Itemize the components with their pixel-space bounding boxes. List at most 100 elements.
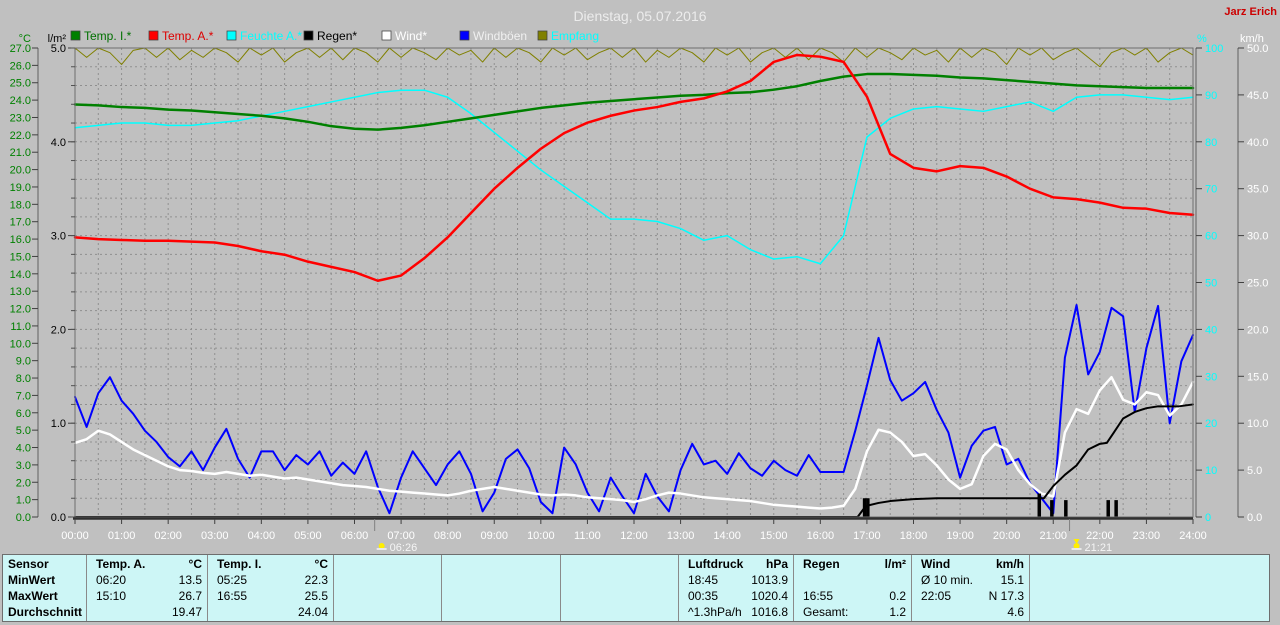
axis-label-temp: 17.0 xyxy=(10,217,31,229)
stats-empty-column xyxy=(334,555,442,621)
chart-grid xyxy=(75,48,1193,517)
axis-label-temp: 11.0 xyxy=(10,321,31,333)
chart-author: Jarz Erich xyxy=(1224,6,1277,18)
x-axis-label: 20:00 xyxy=(993,530,1021,542)
stats-group-header: Temp. A. °C xyxy=(96,557,202,571)
legend-item-empfang: Empfang xyxy=(537,29,599,43)
stats-row-label: Sensor xyxy=(8,557,49,571)
axis-label-wind: 50.0 xyxy=(1247,43,1268,55)
annotation-label: 06:26 xyxy=(390,542,418,554)
stats-value-row: 00:35 1020.4 xyxy=(688,589,788,603)
axis-label-temp: 20.0 xyxy=(10,165,31,177)
x-axis-label: 17:00 xyxy=(853,530,881,542)
stats-empty-column xyxy=(561,555,679,621)
axis-label-rain: 1.0 xyxy=(51,418,66,430)
stats-group-regen: Regen l/m² 16:55 0.2 Gesamt: 1.2 xyxy=(794,555,912,621)
axis-label-rain: 3.0 xyxy=(51,231,66,243)
x-axis-label: 05:00 xyxy=(294,530,322,542)
x-axis-label: 14:00 xyxy=(713,530,741,542)
axis-label-humidity: 80 xyxy=(1205,137,1217,149)
axis-label-temp: 1.0 xyxy=(16,495,31,507)
x-axis-label: 03:00 xyxy=(201,530,229,542)
axis-label-temp: 19.0 xyxy=(10,182,31,194)
x-axis-label: 16:00 xyxy=(807,530,835,542)
axis-label-temp: 22.0 xyxy=(10,130,31,142)
axis-label-humidity: 90 xyxy=(1205,90,1217,102)
chart-title: Dienstag, 05.07.2016 xyxy=(573,8,706,24)
stats-value-row: 15:10 26.7 xyxy=(96,589,202,603)
legend-item-wind: Wind* xyxy=(381,29,427,43)
feuchte-a-swatch-icon xyxy=(226,30,237,41)
stats-value-row: 22:05 N 17.3 xyxy=(921,589,1024,603)
axis-label-temp: 7.0 xyxy=(16,390,31,402)
series-temp-a-line xyxy=(73,53,1195,283)
x-axis-label: 18:00 xyxy=(900,530,928,542)
chart-annotations: 06:26 21:21 xyxy=(374,519,1113,554)
series-feuchte-a-line xyxy=(74,89,1194,265)
stats-value-row xyxy=(794,572,911,588)
chart-series xyxy=(73,47,1195,518)
stats-value-row: Ø 10 min. 15.1 xyxy=(921,573,1024,587)
axis-label-wind: 0.0 xyxy=(1247,512,1262,524)
axis-label-humidity: 60 xyxy=(1205,231,1217,243)
stats-value-row: 18:45 1013.9 xyxy=(688,573,788,587)
x-axis-label: 19:00 xyxy=(946,530,974,542)
axis-label-humidity: 30 xyxy=(1205,371,1217,383)
annotation-label: 21:21 xyxy=(1085,542,1113,554)
axis-label-humidity: 10 xyxy=(1205,465,1217,477)
stats-value-row: 19.47 xyxy=(171,605,202,619)
axis-label-rain: 5.0 xyxy=(51,43,66,55)
axis-label-wind: 20.0 xyxy=(1247,324,1268,336)
axis-label-temp: 0.0 xyxy=(16,512,31,524)
legend-label-temp-i: Temp. I.* xyxy=(84,29,132,43)
sunset-icon xyxy=(1071,539,1082,550)
axis-label-rain: 0.0 xyxy=(51,512,66,524)
series-empfang-line xyxy=(74,47,1194,518)
windboeen-swatch-icon xyxy=(459,30,470,41)
stats-value-row: ^1.3hPa/h 1016.8 xyxy=(688,605,788,619)
axis-label-temp: 24.0 xyxy=(10,95,31,107)
stats-group-temp-a-: Temp. A. °C 06:20 13.5 15:10 26.7 19.47 xyxy=(87,555,208,621)
axis-label-wind: 45.0 xyxy=(1247,90,1268,102)
sunset-sun xyxy=(1073,543,1080,549)
stats-group-header: Regen l/m² xyxy=(803,557,906,571)
series-regen-summe-line xyxy=(74,403,1194,518)
stats-value-row: 16:55 25.5 xyxy=(217,589,328,603)
axis-label-humidity: 70 xyxy=(1205,184,1217,196)
axis-label-humidity: 100 xyxy=(1205,43,1223,55)
axis-label-temp: 26.0 xyxy=(10,60,31,72)
stats-value-row: 06:20 13.5 xyxy=(96,573,202,587)
stats-group-wind: Wind km/h Ø 10 min. 15.1 22:05 N 17.3 4.6 xyxy=(912,555,1030,621)
series-temp-i-line xyxy=(73,72,1195,131)
x-axis-label: 15:00 xyxy=(760,530,788,542)
stats-group-temp-i-: Temp. I. °C 05:25 22.3 16:55 25.5 24.04 xyxy=(208,555,334,621)
axis-label-temp: 21.0 xyxy=(10,147,31,159)
weather-chart: 0.0 1.0 2.0 3.0 4.0 5.0 6.0 7.0 8.0 9.0 10.0 11.0 12… xyxy=(10,6,1278,554)
x-axis-label: 01:00 xyxy=(108,530,136,542)
stats-empty-column xyxy=(442,555,561,621)
legend-item-temp-a: Temp. A.* xyxy=(148,29,214,43)
stats-row-label: MinWert xyxy=(8,573,56,587)
wind-swatch-icon xyxy=(381,30,392,41)
axis-label-temp: 12.0 xyxy=(10,304,31,316)
axis-label-wind: 25.0 xyxy=(1247,278,1268,290)
stats-empty-column xyxy=(1030,555,1269,621)
x-axis-label: 00:00 xyxy=(61,530,89,542)
legend-item-regen: Regen* xyxy=(303,29,357,43)
axis-label-rain: 2.0 xyxy=(51,324,66,336)
axis-label-temp: 14.0 xyxy=(10,269,31,281)
axis-label-wind: 35.0 xyxy=(1247,184,1268,196)
temp-i-swatch-icon xyxy=(70,30,81,41)
axis-label-temp: 5.0 xyxy=(16,425,31,437)
legend-label-windboeen: Windböen xyxy=(473,29,527,43)
axis-label-wind: 40.0 xyxy=(1247,137,1268,149)
series-windboeen-line xyxy=(74,304,1194,515)
sunrise-icon xyxy=(376,543,387,550)
x-axis-label: 22:00 xyxy=(1086,530,1114,542)
stats-value-row: 24.04 xyxy=(297,605,328,619)
axis-label-temp: 23.0 xyxy=(10,112,31,124)
stats-group-luftdruck: Luftdruck hPa 18:45 1013.9 00:35 1020.4 ^1.3hP… xyxy=(679,555,794,621)
annotation-sunrise: 06:26 xyxy=(374,519,418,554)
axis-label-wind: 30.0 xyxy=(1247,231,1268,243)
x-axis-label: 02:00 xyxy=(154,530,182,542)
